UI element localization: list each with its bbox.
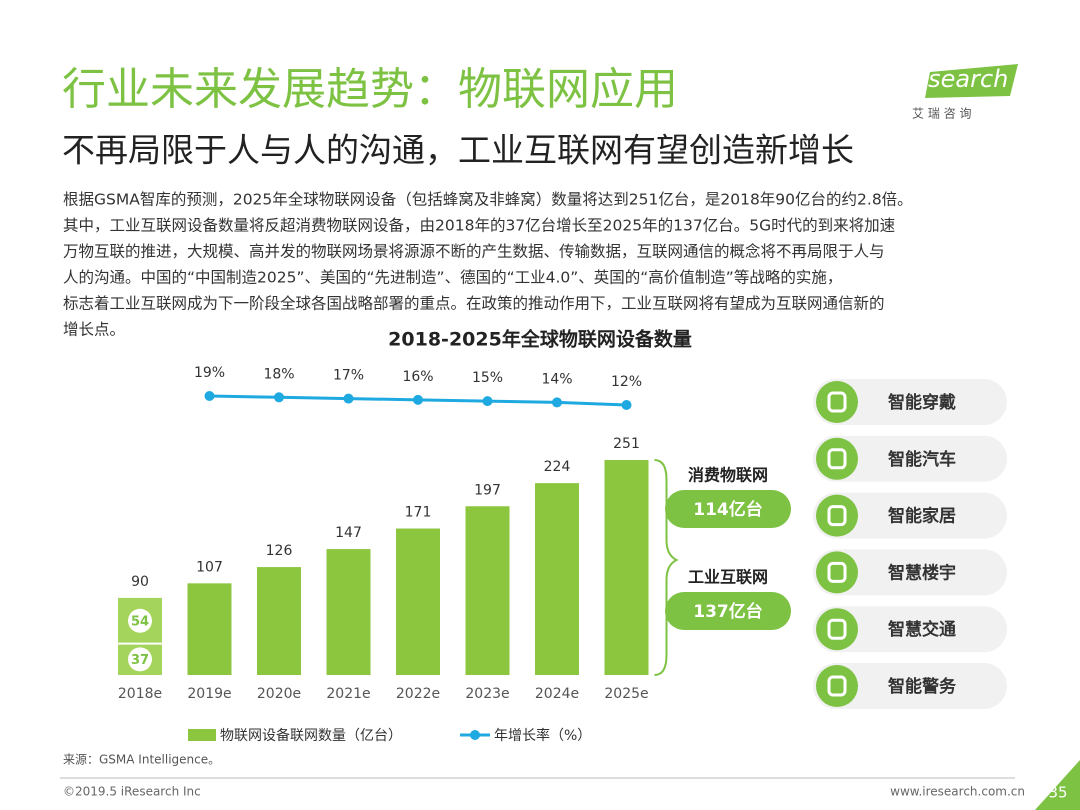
paragraph-line: 标志着工业互联网成为下一阶段全球各国战略部署的重点。在政策的推动作用下，工业互联… [63,295,885,313]
page-number: 35 [1048,784,1067,802]
annotation-label: 消费物联网 [688,466,768,485]
app-icon-glyph [827,675,847,697]
app-pill [813,492,1007,539]
bar-label: 90 [131,574,149,590]
corner [1035,760,1080,810]
paragraph-line: 其中，工业互联网设备数量将反超消费物联网设备，由2018年的37亿台增长至202… [63,217,895,235]
x-tick-label: 2019e [187,686,231,702]
x-tick-label: 2024e [535,686,579,702]
x-tick-label: 2020e [257,686,301,702]
app-icon [816,494,858,537]
growth-dot [274,392,284,403]
bar-label: 197 [474,482,501,498]
app-icon-glyph [827,618,847,640]
growth-dot [343,393,354,404]
legend-label: 年增长率（%） [494,727,591,744]
growth-dot [413,394,423,405]
logo: iResearch [890,65,1008,93]
app-label: 智能警务 [888,676,957,697]
app-icon-glyph [827,391,847,413]
logo-cn: 艾 瑞 咨 询 [912,106,971,121]
bar [396,528,440,675]
annotation-pill [665,490,791,528]
app-icon-glyph [827,505,847,527]
app-label: 智慧楼宇 [888,562,956,583]
app-icon-glyph [827,561,847,583]
app-icon [816,665,858,707]
app-pill [813,663,1007,709]
bar [535,483,579,675]
x-tick-label: 2023e [465,686,509,702]
app-icon [816,437,858,480]
growth-dot [482,396,493,407]
x-tick-label: 2025e [604,686,648,702]
growth-label: 14% [541,371,572,387]
bar-label: 107 [196,559,223,575]
x-tick-label: 2018e [118,686,162,702]
growth-dot [204,391,215,401]
bar [326,549,371,675]
app-pill [813,435,1007,482]
bar-label: 171 [405,505,432,521]
x-tick-label: 2022e [396,686,440,702]
bar-label: 224 [544,459,571,475]
logo-swoosh [925,64,1018,98]
app-icon [816,608,858,651]
growth-label: 18% [263,366,294,382]
growth-dot [552,397,562,408]
growth-label: 16% [402,369,433,385]
growth-label: 17% [333,368,364,384]
annotation-value: 114亿台 [693,499,763,520]
growth-label: 19% [194,365,225,381]
breakdown-label: 37 [131,653,149,668]
bar [257,567,301,675]
x-tick-label: 2021e [326,686,370,702]
subtitle: 不再局限于人与人的沟通，工业互联网有望创造新增长 [62,131,854,170]
paragraph-line: 人的沟通。中国的“中国制造2025”、美国的“先进制造”、德国的“工业4.0”、… [63,269,842,287]
legend-dot [470,730,480,740]
title: 行业未来发展趋势：物联网应用 [62,64,678,115]
app-pill [813,379,1007,425]
annotation-value: 137亿台 [693,601,763,622]
growth-label: 12% [611,374,642,390]
app-icon-glyph [827,448,847,470]
app-label: 智能汽车 [888,449,956,470]
growth-label: 15% [472,370,503,386]
annotation-pill [665,592,791,630]
app-icon [816,551,858,594]
bar-label: 251 [613,436,640,452]
copyright: ©2019.5 iResearch Inc [63,785,201,799]
app-icon [816,381,858,423]
bar [465,506,510,675]
app-pill [813,606,1007,653]
app-label: 智能穿戴 [888,392,956,413]
bar [604,460,649,675]
paragraph-line: 根据GSMA智库的预测，2025年全球物联网设备（包括蜂窝及非蜂窝）数量将达到2… [63,191,913,209]
bar [187,583,232,675]
annotation-label: 工业互联网 [688,568,768,587]
chart: 90 2018e 107 2019e 126 2020e 147 2021e 171 2022e 1… [118,365,791,744]
bar-label: 147 [335,525,362,541]
breakdown-circle [128,647,152,672]
app-pill [813,549,1007,596]
legend-label: 物联网设备联网数量（亿台） [220,727,402,744]
app-label: 智能家居 [888,506,956,527]
chart-title: 2018-2025年全球物联网设备数量 [388,328,692,351]
paragraph: 根据GSMA智库的预测，2025年全球物联网设备（包括蜂窝及非蜂窝）数量将达到2… [63,191,913,339]
bracket [654,459,679,676]
legend-swatch [188,729,216,741]
growth-dot [621,400,632,410]
breakdown-circle [128,608,152,633]
app-label: 智慧交通 [888,619,956,640]
url: www.iresearch.com.cn [890,785,1025,799]
breakdown-label: 54 [131,614,149,629]
bar-label: 126 [266,543,293,559]
paragraph-line: 万物互联的推进，大规模、高并发的物联网场景将源源不断的产生数据、传输数据，互联网… [63,242,885,261]
source: 来源：GSMA Intelligence。 [63,753,220,767]
paragraph-line: 增长点。 [63,321,125,339]
